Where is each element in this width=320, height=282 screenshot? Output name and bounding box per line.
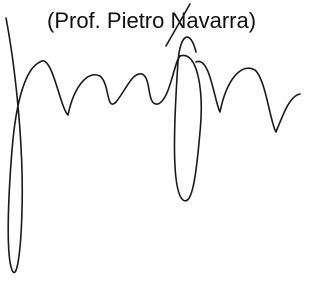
signature-stroke bbox=[6, 18, 40, 273]
page: {"signatory": "(Prof. Pietro Navarra)"} … bbox=[0, 0, 301, 282]
signature-stroke bbox=[196, 61, 300, 132]
signature-stroke bbox=[40, 56, 180, 115]
signatory-name: (Prof. Pietro Navarra) bbox=[47, 8, 256, 33]
signature-block: (Prof. Pietro Navarra) bbox=[0, 0, 301, 282]
handwritten-signature bbox=[6, 4, 300, 273]
